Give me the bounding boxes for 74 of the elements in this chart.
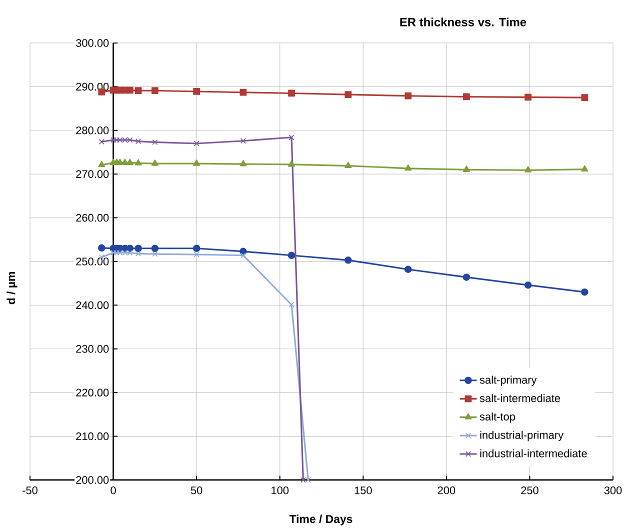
point bbox=[524, 94, 532, 101]
point bbox=[98, 160, 106, 168]
x-tick-label: 50 bbox=[190, 486, 202, 494]
point bbox=[151, 160, 158, 166]
legend-label: salt-top bbox=[480, 412, 515, 423]
y-tick-label: 200.00 bbox=[76, 476, 109, 484]
y-tick-label: 230.00 bbox=[76, 345, 109, 353]
point bbox=[114, 250, 120, 256]
x-tick-label: 150 bbox=[354, 486, 372, 494]
y-tick-label: 280.00 bbox=[76, 126, 109, 134]
point bbox=[114, 137, 120, 143]
y-tick-label: 210.00 bbox=[76, 432, 109, 440]
point bbox=[193, 160, 200, 166]
point bbox=[98, 138, 104, 145]
point bbox=[152, 251, 158, 257]
point bbox=[462, 93, 470, 100]
point bbox=[288, 134, 294, 140]
point bbox=[134, 159, 142, 166]
x-tick-label: 100 bbox=[272, 486, 289, 494]
point bbox=[193, 88, 200, 95]
y-tick-label: 260.00 bbox=[76, 214, 109, 222]
y-tick-label: 270.00 bbox=[76, 170, 109, 178]
point bbox=[240, 138, 246, 144]
point bbox=[194, 252, 200, 258]
point bbox=[152, 139, 158, 146]
point bbox=[288, 302, 294, 308]
y-tick-label: 250.00 bbox=[76, 258, 109, 266]
y-tick-label: 240.00 bbox=[76, 301, 109, 310]
x-tick-label: 0 bbox=[110, 486, 116, 494]
point bbox=[152, 87, 158, 94]
point bbox=[192, 244, 200, 252]
x-tick-label: 300 bbox=[604, 486, 622, 494]
point bbox=[344, 91, 352, 98]
x-axis-title: Time / Days bbox=[289, 514, 352, 526]
point bbox=[288, 160, 296, 167]
point bbox=[404, 266, 412, 273]
point bbox=[288, 252, 296, 260]
point bbox=[404, 92, 412, 100]
point bbox=[240, 160, 247, 166]
point bbox=[524, 281, 532, 289]
point bbox=[126, 86, 134, 94]
point bbox=[462, 166, 470, 172]
point bbox=[240, 252, 246, 258]
point bbox=[524, 166, 532, 172]
point bbox=[300, 477, 306, 483]
legend-label: salt-primary bbox=[480, 376, 537, 386]
point bbox=[581, 288, 588, 296]
point bbox=[151, 244, 159, 252]
x-tick-label: 200 bbox=[438, 486, 456, 494]
point bbox=[134, 244, 142, 252]
point bbox=[305, 477, 312, 483]
x-tick-label: 250 bbox=[521, 486, 538, 494]
point bbox=[404, 164, 412, 171]
point bbox=[462, 274, 470, 281]
point bbox=[344, 256, 352, 264]
y-tick-label: 220.00 bbox=[76, 388, 109, 396]
point bbox=[581, 94, 588, 102]
chart-title: ER thickness vs. Time bbox=[400, 18, 526, 26]
point bbox=[98, 244, 106, 252]
point bbox=[581, 165, 588, 172]
y-tick-label: 300.00 bbox=[76, 39, 109, 47]
point bbox=[288, 90, 295, 97]
point bbox=[344, 162, 352, 168]
point bbox=[135, 138, 142, 144]
x-tick-label: -50 bbox=[22, 486, 38, 494]
point bbox=[194, 140, 200, 146]
point bbox=[240, 88, 247, 96]
y-axis-title: d / µm bbox=[6, 272, 18, 304]
legend-label: industrial-intermediate bbox=[480, 449, 587, 458]
legend-label: salt-intermediate bbox=[480, 394, 560, 402]
legend-label: industrial-primary bbox=[480, 430, 564, 442]
point bbox=[135, 250, 142, 256]
point bbox=[134, 87, 142, 94]
point bbox=[126, 244, 134, 252]
